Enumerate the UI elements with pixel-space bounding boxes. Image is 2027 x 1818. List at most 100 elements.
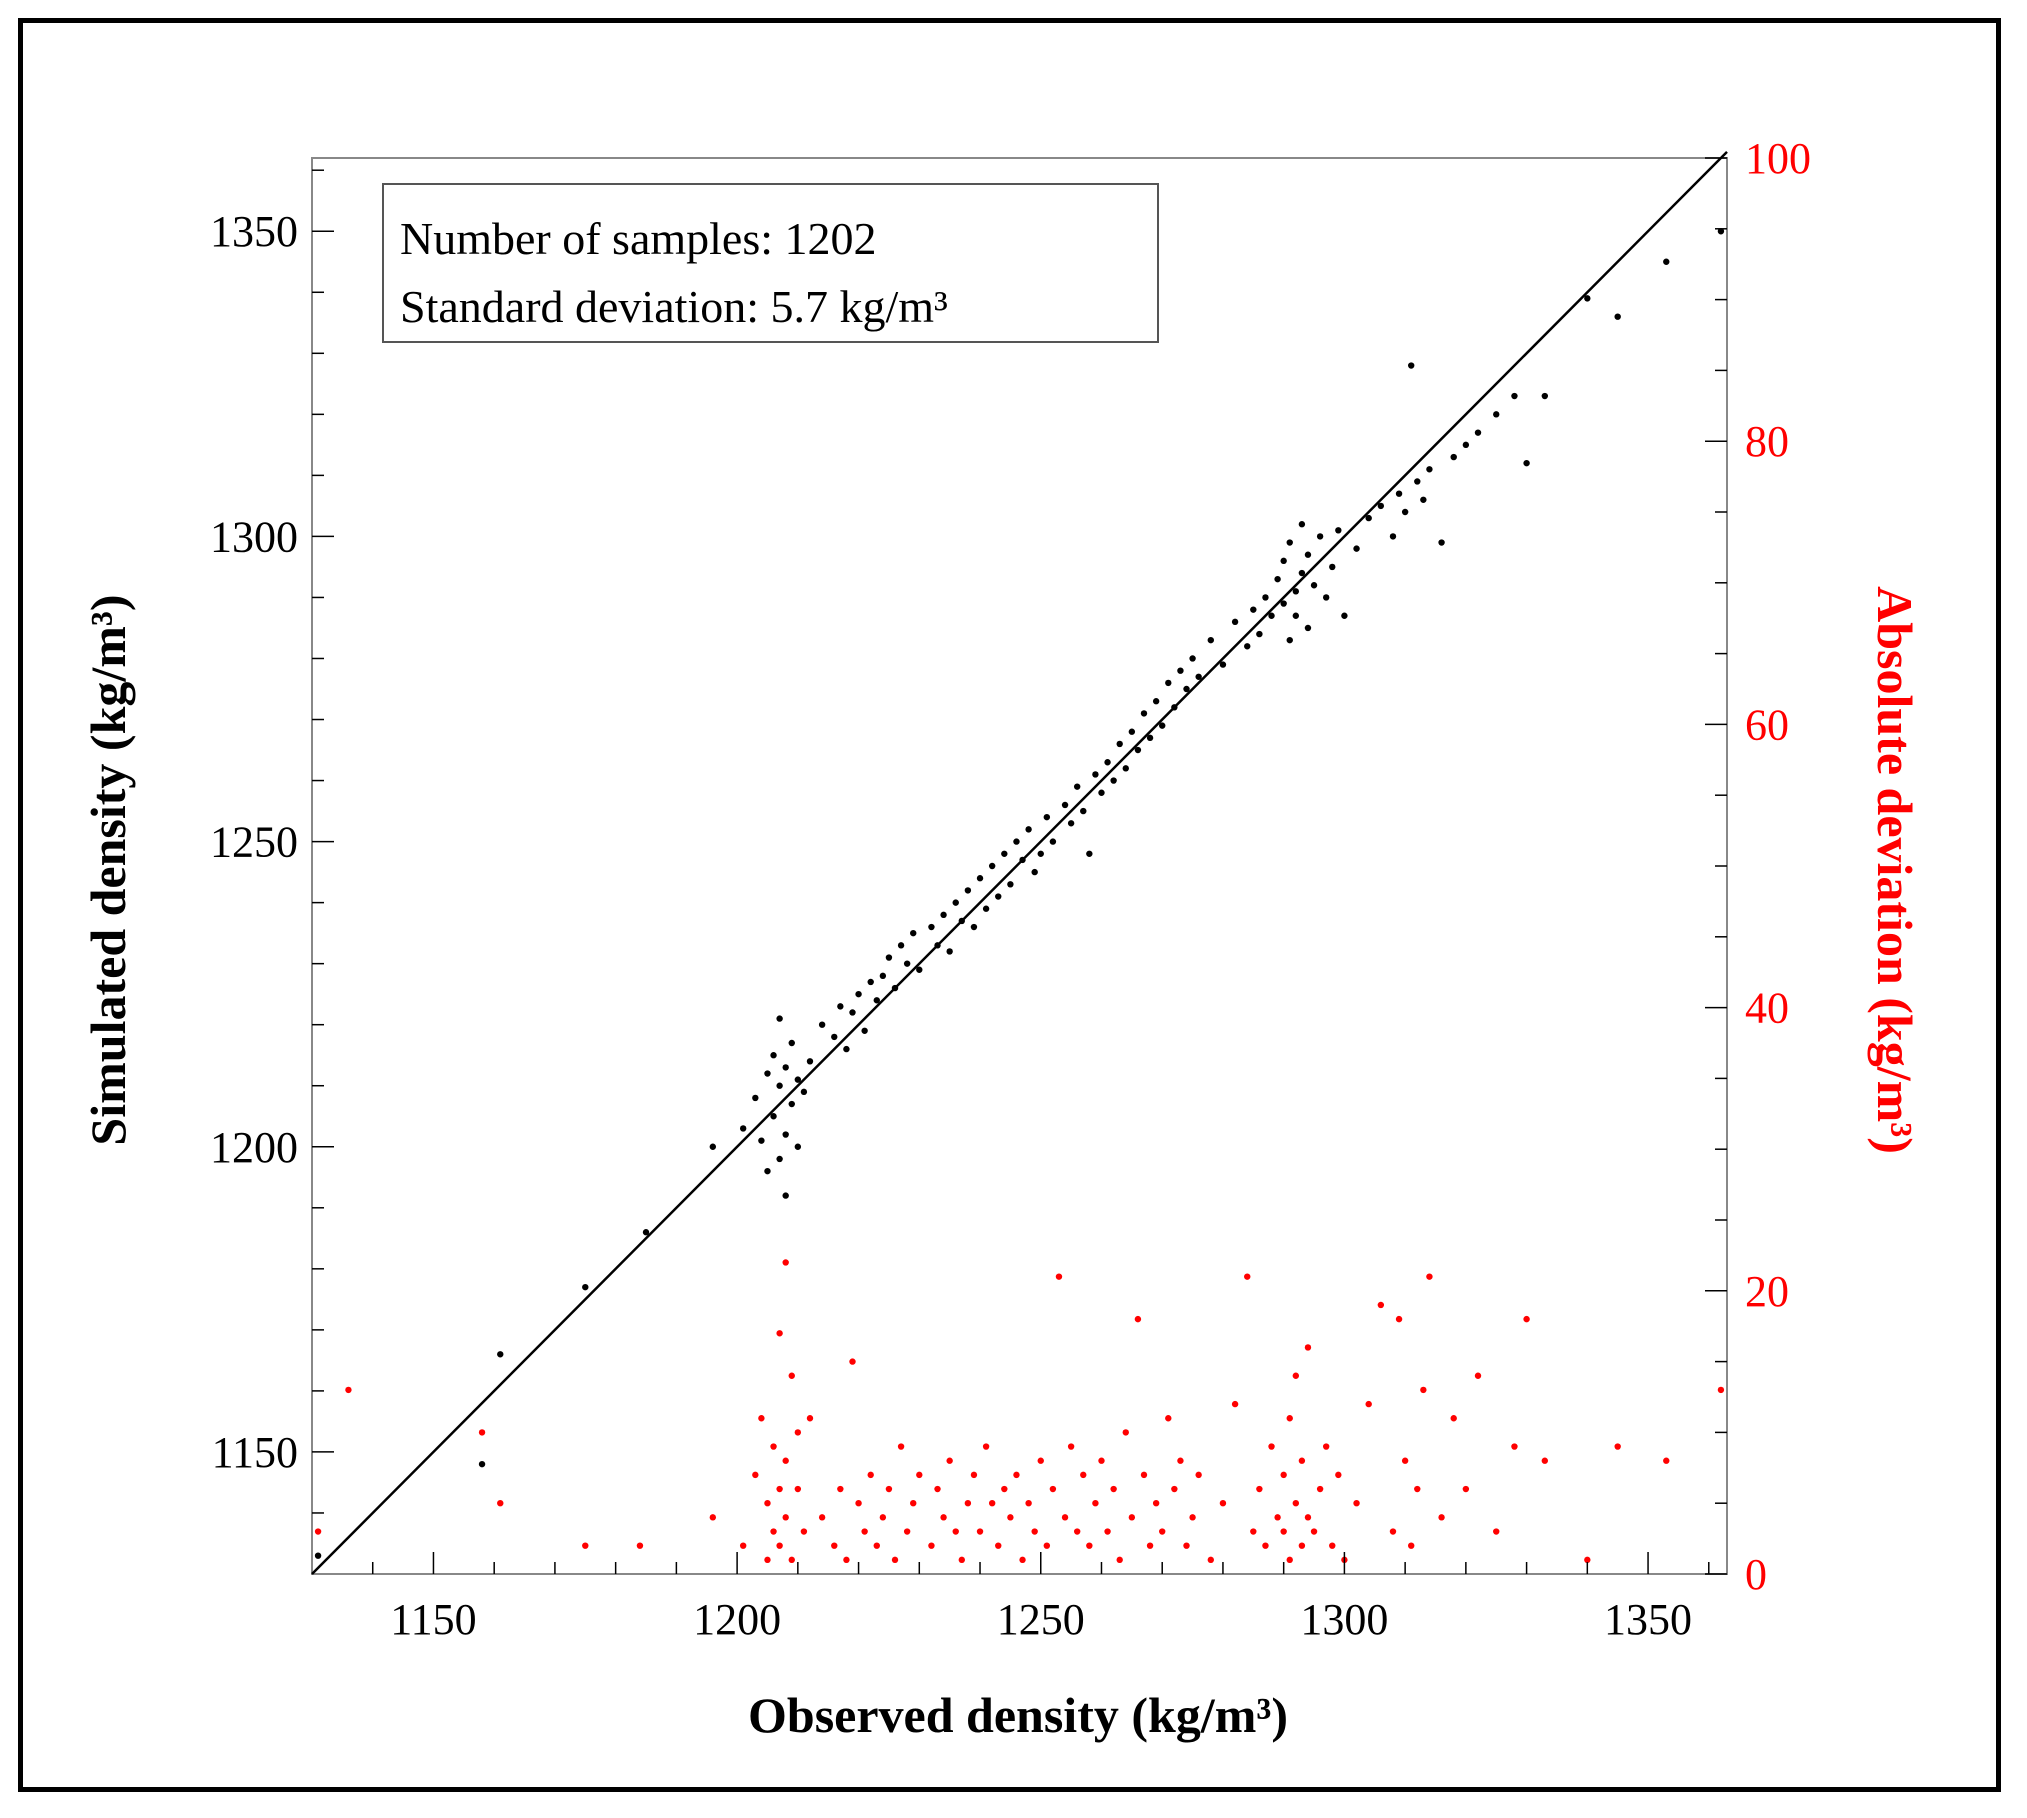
simulated-point bbox=[1104, 759, 1111, 766]
simulated-point bbox=[1426, 466, 1433, 473]
simulated-point bbox=[1128, 728, 1136, 735]
x-axis-title: Observed density (kg/m³) bbox=[748, 1687, 1288, 1743]
simulated-point bbox=[1195, 673, 1202, 680]
simulated-point bbox=[1037, 850, 1044, 857]
deviation-point bbox=[800, 1528, 808, 1535]
deviation-point bbox=[940, 1514, 947, 1521]
simulated-point bbox=[976, 875, 984, 882]
deviation-point bbox=[1286, 1415, 1293, 1422]
simulated-point bbox=[1219, 661, 1227, 668]
deviation-point bbox=[794, 1485, 802, 1493]
deviation-point bbox=[1292, 1500, 1300, 1507]
deviation-point bbox=[818, 1514, 826, 1521]
deviation-point bbox=[1073, 1528, 1081, 1535]
deviation-point bbox=[1614, 1443, 1621, 1450]
simulated-point bbox=[1614, 313, 1621, 320]
simulated-point bbox=[952, 899, 959, 906]
simulated-point bbox=[958, 917, 966, 925]
deviation-point bbox=[776, 1542, 783, 1549]
y2-tick-label: 80 bbox=[1745, 417, 1789, 466]
simulated-point bbox=[988, 862, 996, 870]
simulated-point bbox=[1304, 551, 1312, 558]
deviation-point bbox=[1019, 1556, 1026, 1564]
deviation-point bbox=[1080, 1471, 1087, 1479]
deviation-point bbox=[1280, 1528, 1287, 1535]
simulated-point bbox=[800, 1088, 808, 1096]
simulated-point bbox=[916, 966, 923, 973]
simulated-point bbox=[940, 911, 947, 919]
deviation-point bbox=[952, 1528, 959, 1535]
x-tick-label: 1200 bbox=[693, 1595, 781, 1644]
simulated-point bbox=[1262, 594, 1269, 601]
simulated-point bbox=[1013, 838, 1020, 845]
simulated-point bbox=[1395, 490, 1403, 497]
simulated-point bbox=[1043, 813, 1051, 821]
axes: 1150 1200 1250 1300 1350 1150 1200 1250 1300 1350… bbox=[210, 134, 1811, 1644]
deviation-point bbox=[345, 1386, 352, 1394]
simulated-point bbox=[1286, 636, 1293, 644]
deviation-point bbox=[1462, 1485, 1470, 1493]
y2-axis-title: Absolute deviation (kg/m³) bbox=[1867, 586, 1923, 1154]
simulated-point bbox=[867, 978, 874, 986]
deviation-point bbox=[1286, 1556, 1293, 1564]
simulated-point bbox=[837, 1003, 844, 1010]
simulated-point bbox=[1092, 771, 1099, 778]
y2-tick-label: 100 bbox=[1745, 134, 1811, 183]
info-box: Number of samples: 1202 Standard deviati… bbox=[382, 183, 1159, 343]
deviation-point bbox=[752, 1471, 759, 1479]
deviation-point bbox=[782, 1259, 789, 1266]
deviation-point bbox=[934, 1485, 941, 1493]
deviation-point bbox=[1262, 1542, 1269, 1549]
simulated-point bbox=[1341, 612, 1348, 619]
deviation-point bbox=[982, 1443, 990, 1450]
deviation-point bbox=[1322, 1443, 1330, 1450]
deviation-point bbox=[1092, 1500, 1099, 1507]
x-tick-label: 1300 bbox=[1300, 1595, 1388, 1644]
std-label: Standard deviation: 5.7 kg/m³ bbox=[400, 281, 948, 332]
deviation-point bbox=[1450, 1415, 1457, 1422]
deviation-point bbox=[879, 1514, 887, 1521]
deviation-point bbox=[782, 1457, 789, 1464]
simulated-point bbox=[843, 1045, 850, 1053]
deviation-point bbox=[928, 1542, 935, 1549]
simulated-point bbox=[1116, 740, 1123, 748]
deviation-point bbox=[1177, 1457, 1184, 1464]
simulated-points bbox=[314, 228, 1725, 1559]
deviation-point bbox=[831, 1542, 838, 1549]
deviation-point bbox=[1067, 1443, 1075, 1450]
simulated-point bbox=[788, 1039, 795, 1047]
deviation-point bbox=[1280, 1471, 1287, 1479]
y2-tick-label: 20 bbox=[1745, 1267, 1789, 1316]
simulated-point bbox=[1134, 746, 1142, 754]
deviation-point bbox=[903, 1528, 911, 1535]
deviation-point bbox=[1584, 1556, 1591, 1564]
simulated-point bbox=[995, 893, 1002, 900]
simulated-point bbox=[497, 1351, 504, 1358]
simulated-point bbox=[1274, 575, 1281, 583]
simulated-point bbox=[885, 954, 893, 961]
simulated-point bbox=[794, 1076, 802, 1083]
simulated-point bbox=[788, 1100, 795, 1108]
deviation-point bbox=[497, 1500, 504, 1507]
simulated-point bbox=[1280, 557, 1287, 565]
deviation-point bbox=[1098, 1457, 1105, 1464]
x-tick-label: 1150 bbox=[390, 1595, 476, 1644]
simulated-point bbox=[1353, 545, 1360, 552]
simulated-point bbox=[1377, 502, 1385, 510]
simulated-point bbox=[794, 1143, 802, 1150]
deviation-point bbox=[1013, 1471, 1020, 1479]
deviation-point bbox=[1541, 1457, 1549, 1464]
simulated-point bbox=[1298, 521, 1306, 528]
y-axis-title: Simulated density (kg/m³) bbox=[80, 594, 136, 1145]
simulated-point bbox=[770, 1113, 777, 1120]
deviation-point bbox=[788, 1556, 795, 1564]
simulated-point bbox=[1335, 527, 1342, 534]
simulated-point bbox=[946, 948, 953, 955]
simulated-point bbox=[1177, 667, 1184, 674]
deviation-point bbox=[1395, 1315, 1403, 1323]
deviation-point bbox=[897, 1443, 905, 1450]
simulated-point bbox=[1414, 478, 1421, 485]
deviation-point bbox=[1523, 1315, 1530, 1323]
deviation-point bbox=[916, 1471, 923, 1479]
simulated-point bbox=[1322, 594, 1330, 601]
